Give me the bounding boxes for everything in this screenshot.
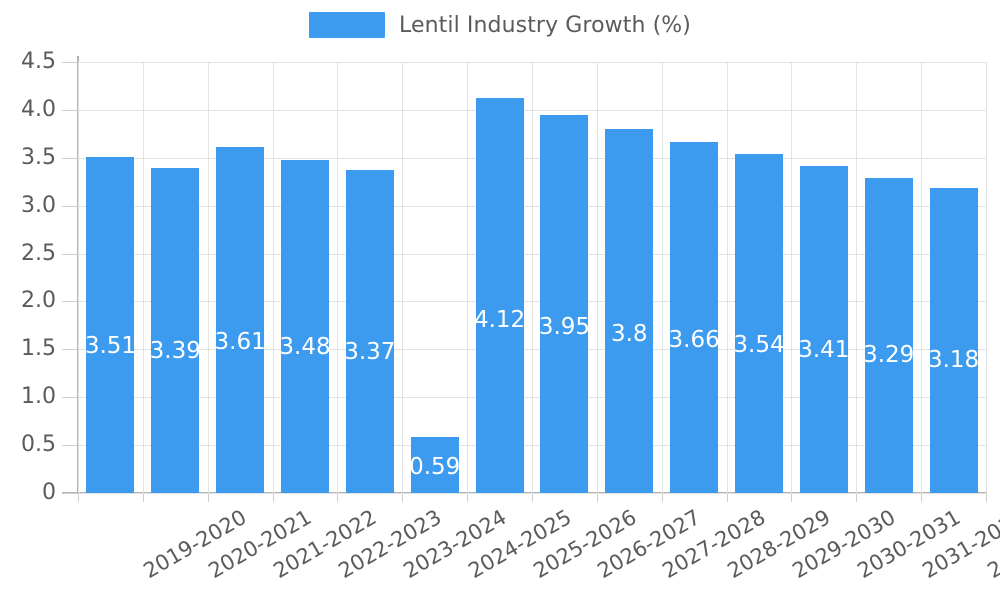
bar-value-label: 3.29: [863, 341, 915, 368]
x-gridline: [467, 62, 468, 493]
y-tick-label: 4.5: [21, 49, 56, 74]
bar[interactable]: [929, 188, 978, 493]
x-gridline: [597, 62, 598, 493]
x-gridline: [402, 62, 403, 493]
bar-value-label: 4.12: [473, 307, 526, 334]
bar-value-label: 0.59: [409, 454, 461, 481]
bar-value-label: 3.8: [610, 320, 648, 347]
y-tick-label: 1.5: [21, 336, 56, 362]
bar[interactable]: [864, 177, 913, 493]
bar-value-label: 3.39: [149, 337, 201, 364]
y-tick-label: 3.5: [21, 144, 56, 170]
y-tick-label: 0.5: [21, 432, 56, 458]
x-gridline: [208, 62, 209, 493]
bar[interactable]: [345, 170, 394, 493]
bar-value-label: 3.95: [538, 314, 591, 341]
y-tick-mark: [62, 253, 77, 255]
bar-value-label: 3.18: [927, 346, 980, 373]
bar[interactable]: [799, 166, 848, 493]
y-tick-mark: [62, 445, 77, 447]
y-tick-mark: [62, 301, 77, 303]
x-tick-mark: [78, 493, 79, 502]
x-tick-mark: [986, 493, 987, 502]
x-tick-mark: [791, 493, 792, 502]
y-tick-label: 1.0: [21, 384, 56, 410]
x-gridline: [532, 62, 533, 493]
bar-value-label: 3.61: [214, 328, 266, 355]
bar[interactable]: [281, 159, 329, 493]
y-tick-mark: [62, 205, 77, 207]
x-tick-mark: [921, 493, 922, 502]
plot-area: 3.51 3.39 3.61 3.48 3.37 0.59 4.12 3.95 3.8 3.66 3…: [78, 62, 987, 494]
x-tick-mark: [597, 493, 598, 502]
x-tick-mark: [273, 493, 274, 502]
x-tick-mark: [532, 493, 533, 502]
y-tick-mark: [62, 157, 77, 159]
x-tick-mark: [727, 493, 728, 502]
x-gridline: [921, 62, 922, 493]
bar-value-label: 3.48: [279, 334, 331, 360]
x-gridline: [986, 62, 987, 493]
x-gridline: [273, 62, 274, 493]
x-gridline: [727, 62, 728, 493]
x-gridline: [662, 62, 663, 493]
x-gridline: [78, 62, 79, 493]
bar-value-label: 3.41: [798, 336, 850, 363]
bar[interactable]: [410, 436, 459, 493]
y-tick-mark: [62, 397, 77, 399]
y-tick-label: 2.0: [21, 288, 56, 314]
bar[interactable]: [605, 129, 654, 493]
x-tick-mark: [662, 493, 663, 502]
x-gridline: [143, 62, 144, 493]
y-tick-mark: [62, 109, 77, 111]
bar[interactable]: [151, 168, 200, 493]
y-tick-mark: [62, 62, 77, 63]
bar-value-label: 3.54: [733, 331, 785, 358]
y-tick-label: 4.0: [21, 96, 56, 122]
bar[interactable]: [735, 153, 783, 493]
y-tick-mark: [62, 349, 77, 351]
x-gridline: [337, 62, 338, 493]
bar[interactable]: [86, 156, 135, 493]
legend-color-swatch: [309, 12, 385, 38]
bar[interactable]: [475, 98, 524, 493]
y-tick-label: 2.5: [21, 240, 56, 266]
bar-value-label: 3.37: [344, 338, 396, 365]
bar[interactable]: [670, 142, 719, 493]
y-tick-label: 0: [42, 480, 56, 505]
x-tick-mark: [143, 493, 144, 502]
y-tick-mark: [62, 493, 77, 494]
x-tick-mark: [856, 493, 857, 502]
x-tick-mark: [337, 493, 338, 502]
x-tick-mark: [402, 493, 403, 502]
bar-value-label: 3.51: [84, 332, 137, 359]
bar-value-label: 3.66: [668, 326, 720, 353]
bar[interactable]: [216, 147, 265, 493]
chart-legend: Lentil Industry Growth (%): [0, 8, 1000, 42]
legend-label: Lentil Industry Growth (%): [399, 12, 691, 38]
x-tick-mark: [208, 493, 209, 502]
x-tick-mark: [467, 493, 468, 502]
x-gridline: [856, 62, 857, 493]
y-tick-label: 3.0: [21, 192, 56, 218]
bar[interactable]: [540, 114, 589, 493]
x-gridline: [791, 62, 792, 493]
